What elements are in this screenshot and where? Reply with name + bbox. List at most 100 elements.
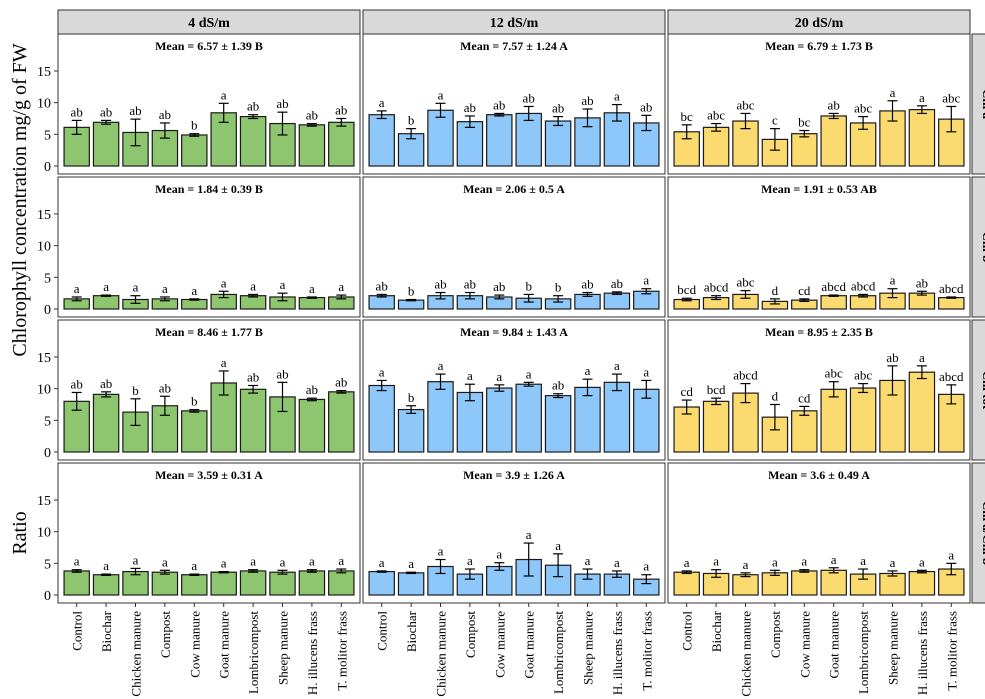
significance-letter: a [309,281,315,296]
significance-letter: a [831,552,837,567]
significance-letter: a [74,554,80,569]
facet-strip-row-2 [971,319,985,461]
significance-letter: ab [916,275,928,290]
bar-sheep-manure [269,571,296,596]
significance-letter: ab [464,100,476,115]
bar-chicken-manure [427,381,454,453]
mean-annotation: Mean = 3.6 ± 0.49 A [768,468,870,482]
bar-cow-manure [181,410,208,453]
significance-letter: b [408,284,415,299]
bar-control [673,571,700,596]
significance-letter: a [743,557,749,572]
significance-letter: a [250,278,256,293]
significance-letter: ab [306,108,318,123]
significance-letter: ab [376,278,388,293]
bar-goat-manure [820,388,847,453]
significance-letter: abcd [704,280,729,295]
significance-letter: ab [581,93,593,108]
facet-strip-col-1 [362,9,666,35]
bar-goat-manure [515,383,542,453]
significance-letter: abc [942,90,960,105]
significance-letter: a [280,277,286,292]
mean-annotation: Mean = 7.57 ± 1.24 A [460,39,568,53]
x-tick-label: Biochar [404,610,419,652]
x-tick-label: Control [680,611,695,651]
bar-biochar [92,295,120,310]
significance-letter: abcd [939,281,964,296]
bar-t-molitor-frass [328,570,355,596]
bar-t-molitor-frass [328,391,355,453]
x-tick-label: H. illucens frass [915,611,930,695]
significance-letter: a [467,368,473,383]
bar-cow-manure [486,114,513,167]
mean-annotation: Mean = 6.57 ± 1.39 B [155,39,263,53]
significance-letter: ab [129,103,141,118]
y-tick-label: 15 [37,351,51,366]
significance-letter: a [890,85,896,100]
significance-letter: a [309,554,315,569]
bar-chicken-manure [732,574,759,596]
significance-letter: b [408,113,415,128]
bar-control [63,570,90,596]
significance-letter: bcd [677,282,696,297]
x-tick-label: Chicken manure [739,611,754,697]
y-tick-label: 5 [44,557,51,572]
bar-lombricompost [239,295,267,310]
bar-t-molitor-frass [328,121,355,167]
significance-letter: a [801,554,807,569]
bar-cow-manure [181,134,208,167]
significance-letter: a [772,554,778,569]
significance-letter: abc [825,366,843,381]
significance-letter: a [338,553,344,568]
bar-compost [151,571,179,596]
x-tick-label: Biochar [709,610,724,652]
bar-control [368,570,395,596]
bar-h-illucens-frass [298,124,326,167]
x-tick-label: T. molitor frass [944,611,959,691]
significance-letter: a [555,538,561,553]
bar-goat-manure [820,115,847,167]
bar-t-molitor-frass [938,568,965,596]
significance-letter: a [74,281,80,296]
x-tick-label: Chicken manure [129,611,144,697]
significance-letter: a [643,364,649,379]
x-tick-label: Biochar [99,610,114,652]
mean-annotation: Mean = 6.79 ± 1.73 B [765,39,873,53]
bar-lombricompost [239,388,267,453]
facet-row-label: Chl a [980,89,985,119]
y-axis-title-ratio: Ratio [9,511,31,554]
significance-letter: ab [100,104,112,119]
significance-letter: ab [276,366,288,381]
significance-letter: ab [159,107,171,122]
facet-strip-row-0 [971,33,985,175]
bar-cow-manure [791,570,818,596]
significance-letter: a [379,95,385,110]
bar-h-illucens-frass [298,297,326,310]
bar-compost [456,391,484,453]
significance-letter: d [772,389,779,404]
y-tick-label: 5 [44,128,51,143]
bar-biochar [92,121,120,167]
significance-letter: bcd [707,382,726,397]
y-tick-label: 0 [44,303,51,318]
bar-lombricompost [544,395,572,453]
bar-t-molitor-frass [633,388,660,453]
bar-sheep-manure [574,386,601,453]
bar-h-illucens-frass [908,371,936,453]
significance-letter: a [643,559,649,574]
significance-letter: ab [523,90,535,105]
significance-letter: b [525,278,532,293]
significance-letter: a [221,275,227,290]
x-tick-label: Compost [158,611,173,658]
significance-letter: a [103,558,109,573]
y-tick-label: 10 [37,240,51,255]
significance-letter: ab [335,375,347,390]
significance-letter: a [438,544,444,559]
x-tick-label: H. illucens frass [305,611,320,695]
significance-letter: a [338,279,344,294]
y-tick-label: 0 [44,446,51,461]
significance-letter: abcd [733,368,758,383]
significance-letter: a [919,90,925,105]
significance-letter: ab [71,104,83,119]
bar-biochar [397,572,425,596]
